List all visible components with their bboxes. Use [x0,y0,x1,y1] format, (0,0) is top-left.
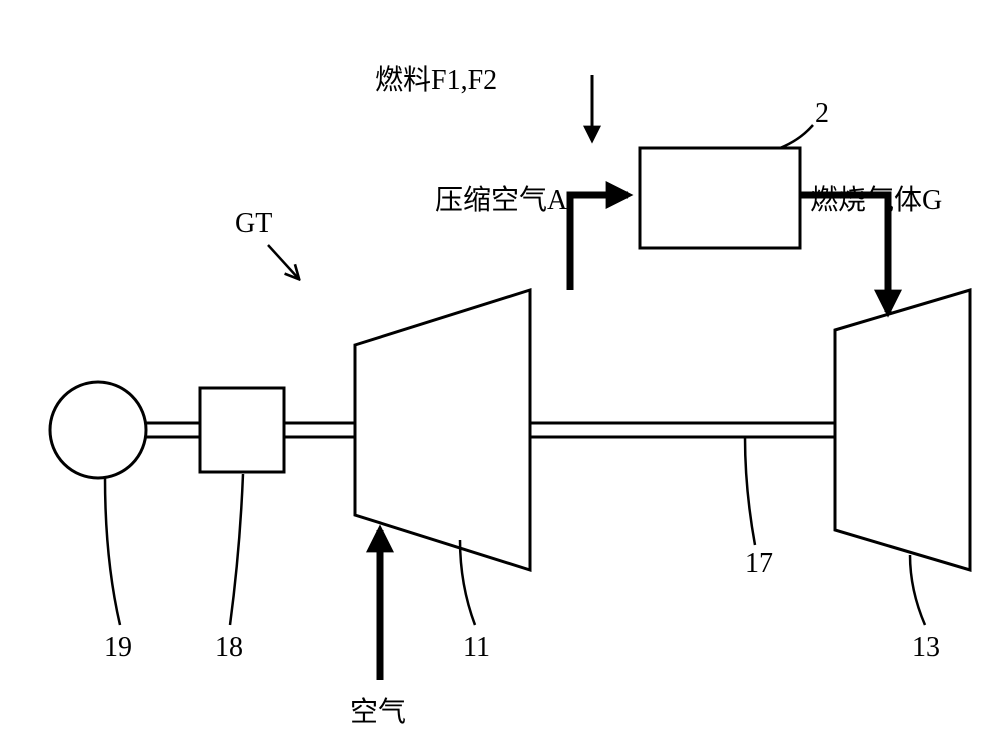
shaft-gearbox-compressor [284,423,355,437]
leader-combustor [780,125,813,148]
flow-compressed-air [570,195,628,290]
label-turbine-id: 13 [912,632,940,664]
label-combustor-id: 2 [815,98,829,130]
combustor-node [640,148,800,248]
leader-shaft [745,437,755,545]
compressor-node [355,290,530,570]
label-gearbox-id: 18 [215,632,243,664]
leader-generator [105,478,120,625]
label-gt: GT [235,208,272,240]
label-air: 空气 [350,690,406,730]
shaft-compressor-turbine [530,423,835,437]
generator-node [50,382,146,478]
label-fuel: 燃料F1,F2 [375,58,497,98]
diagram-canvas: 燃料F1,F2 压缩空气A 燃烧气体G 2 GT 19 18 11 17 13 … [0,0,1000,746]
shaft-generator-gearbox [146,423,200,437]
label-combustion-gas: 燃烧气体G [810,178,942,218]
leader-turbine [910,555,925,625]
gt-pointer-arrow [268,245,298,278]
gearbox-node [200,388,284,472]
label-compressed-air: 压缩空气A [435,178,567,218]
label-generator-id: 19 [104,632,132,664]
label-shaft-id: 17 [745,548,773,580]
label-compressor-id: 11 [463,632,490,664]
leader-gearbox [230,474,243,625]
diagram-svg [0,0,1000,746]
turbine-node [835,290,970,570]
